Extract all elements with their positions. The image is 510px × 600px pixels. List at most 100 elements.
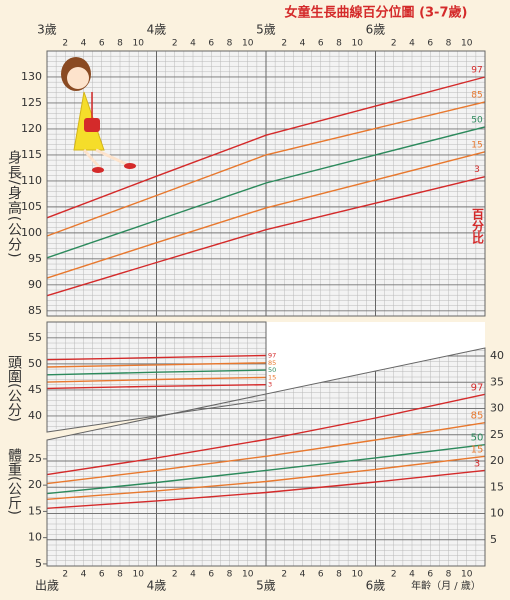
x-month-label: 10 <box>461 39 473 49</box>
panel-border <box>46 50 486 317</box>
panel-border <box>46 321 267 433</box>
series-label: 97 <box>471 65 482 75</box>
y-tick-label: 45 <box>28 383 42 396</box>
series-line <box>46 455 486 500</box>
y2-tick-label: 35 <box>490 375 504 388</box>
x-month-label: 6 <box>208 570 214 580</box>
x-axis-title: 年齡（月 / 歲） <box>411 579 481 592</box>
x-month-label: 2 <box>281 570 287 580</box>
x-month-label: 4 <box>190 570 196 580</box>
x-month-label: 4 <box>300 39 306 49</box>
x-month-label: 4 <box>81 39 87 49</box>
x-month-label: 6 <box>427 39 433 49</box>
x-month-label: 6 <box>318 39 324 49</box>
x-year-label: 5歲 <box>256 23 276 37</box>
y-tick-label: 20 <box>28 478 42 491</box>
x-year-label: 出歲 <box>35 579 59 593</box>
series-line <box>46 362 267 368</box>
series-line <box>46 176 486 297</box>
series-line <box>46 384 267 390</box>
x-month-label: 6 <box>208 39 214 49</box>
x-month-label: 2 <box>172 570 178 580</box>
y-tick-label: 5 <box>35 557 42 570</box>
x-month-label: 4 <box>81 570 87 580</box>
x-month-label: 2 <box>62 570 68 580</box>
x-month-label: 8 <box>227 570 233 580</box>
y-tick-label: 40 <box>28 409 42 422</box>
x-month-label: 10 <box>133 570 145 580</box>
x-year-label: 3歲 <box>37 23 57 37</box>
series-line <box>46 126 486 259</box>
y2-tick-label: 10 <box>490 507 504 520</box>
marks <box>46 76 486 509</box>
y-tick-label: 85 <box>28 304 42 317</box>
series-label: 15 <box>268 373 276 381</box>
x-month-label: 4 <box>190 39 196 49</box>
series-label: 15 <box>471 140 482 150</box>
series-label: 85 <box>471 90 482 100</box>
x-month-label: 8 <box>446 39 452 49</box>
panel-grid <box>47 51 485 316</box>
chart-title: 女童生長曲線百分位圖 (3-7歲) <box>285 5 468 21</box>
y2-tick-label: 40 <box>490 349 504 362</box>
series-line <box>46 422 486 485</box>
y-axis-title: 頭圍(公分) <box>6 355 22 422</box>
y-tick-label: 90 <box>28 278 42 291</box>
series-label: 3 <box>474 165 480 175</box>
series-label: 50 <box>471 115 483 125</box>
series-line <box>46 369 267 376</box>
series-label: 3 <box>268 381 272 389</box>
series-label: 97 <box>268 352 276 360</box>
series-label: 50 <box>471 433 484 444</box>
x-month-label: 6 <box>99 39 105 49</box>
series-line <box>46 393 486 476</box>
y-tick-label: 55 <box>28 331 42 344</box>
series-label: 85 <box>268 359 276 367</box>
y-tick-label: 125 <box>21 96 42 109</box>
x-month-label: 4 <box>300 570 306 580</box>
y-tick-label: 10 <box>28 531 42 544</box>
y2-tick-label: 5 <box>490 533 497 546</box>
series-label: 3 <box>474 458 480 469</box>
y-tick-label: 50 <box>28 357 42 370</box>
illustration <box>61 57 136 173</box>
y-tick-label: 130 <box>21 70 42 83</box>
series-label: 97 <box>471 382 484 393</box>
series-line <box>46 444 486 495</box>
x-year-label: 4歲 <box>147 23 167 37</box>
y-tick-label: 110 <box>21 174 42 187</box>
y-tick-label: 105 <box>21 200 42 213</box>
x-month-label: 6 <box>318 570 324 580</box>
x-month-label: 2 <box>172 39 178 49</box>
y2-tick-label: 30 <box>490 402 504 415</box>
percentile-note: 百分比 <box>471 208 485 245</box>
x-year-label: 5歲 <box>256 579 276 593</box>
x-month-label: 2 <box>391 570 397 580</box>
y-axis-title: 體重(公斤) <box>6 448 22 515</box>
x-year-label: 4歲 <box>147 579 167 593</box>
x-month-label: 2 <box>391 39 397 49</box>
x-month-label: 8 <box>117 39 123 49</box>
x-month-label: 8 <box>227 39 233 49</box>
x-month-label: 8 <box>336 570 342 580</box>
x-month-label: 2 <box>281 39 287 49</box>
x-month-label: 4 <box>409 39 415 49</box>
series-label: 50 <box>268 366 276 374</box>
y2-tick-label: 15 <box>490 480 504 493</box>
y2-tick-label: 25 <box>490 428 504 441</box>
series-line <box>46 76 486 219</box>
series-label: 85 <box>471 411 484 422</box>
x-month-label: 6 <box>99 570 105 580</box>
x-month-label: 10 <box>242 39 254 49</box>
y-tick-label: 25 <box>28 452 42 465</box>
y2-tick-label: 20 <box>490 454 504 467</box>
series-label: 15 <box>471 444 484 455</box>
y-tick-label: 100 <box>21 226 42 239</box>
blank-area <box>266 322 485 394</box>
y-tick-label: 115 <box>21 148 42 161</box>
x-month-label: 8 <box>117 570 123 580</box>
y-tick-label: 95 <box>28 252 42 265</box>
series-line <box>46 101 486 237</box>
